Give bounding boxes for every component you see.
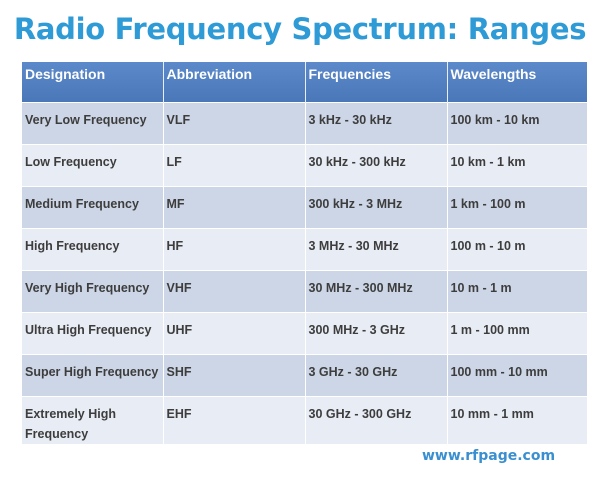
cell-abbreviation: LF (163, 143, 306, 186)
cell-designation: Very Low Frequency (22, 101, 164, 144)
cell-wavelengths: 10 m - 1 m (447, 269, 587, 312)
cell-designation: Super High Frequency (22, 353, 164, 396)
page-title: Radio Frequency Spectrum: Ranges (13, 12, 587, 46)
header-designation: Designation (22, 62, 164, 102)
table-row: Ultra High Frequency UHF 300 MHz - 3 GHz… (22, 311, 587, 354)
cell-abbreviation: SHF (163, 353, 306, 396)
table-row: Very High Frequency VHF 30 MHz - 300 MHz… (22, 269, 587, 312)
cell-abbreviation: HF (163, 227, 306, 270)
cell-wavelengths: 100 km - 10 km (447, 101, 587, 144)
cell-wavelengths: 1 km - 100 m (447, 185, 587, 228)
cell-frequencies: 3 kHz - 30 kHz (305, 101, 448, 144)
table-header-row: Designation Abbreviation Frequencies Wav… (22, 62, 587, 102)
table-row: Extremely High Frequency EHF 30 GHz - 30… (22, 395, 587, 444)
cell-frequencies: 30 kHz - 300 kHz (305, 143, 448, 186)
cell-wavelengths: 100 mm - 10 mm (447, 353, 587, 396)
cell-wavelengths: 1 m - 100 mm (447, 311, 587, 354)
cell-designation: High Frequency (22, 227, 164, 270)
header-wavelengths: Wavelengths (447, 62, 587, 102)
footer-url[interactable]: www.rfpage.com (422, 448, 556, 464)
cell-designation: Ultra High Frequency (22, 311, 164, 354)
cell-frequencies: 30 GHz - 300 GHz (305, 395, 448, 444)
cell-abbreviation: VLF (163, 101, 306, 144)
cell-wavelengths: 10 mm - 1 mm (447, 395, 587, 444)
cell-abbreviation: VHF (163, 269, 306, 312)
cell-designation: Very High Frequency (22, 269, 164, 312)
cell-designation: Low Frequency (22, 143, 164, 186)
cell-abbreviation: UHF (163, 311, 306, 354)
cell-designation: Extremely High Frequency (22, 395, 164, 444)
table-row: Medium Frequency MF 300 kHz - 3 MHz 1 km… (22, 185, 587, 228)
header-abbreviation: Abbreviation (163, 62, 306, 102)
table-row: High Frequency HF 3 MHz - 30 MHz 100 m -… (22, 227, 587, 270)
cell-abbreviation: MF (163, 185, 306, 228)
cell-frequencies: 300 MHz - 3 GHz (305, 311, 448, 354)
frequency-table: Designation Abbreviation Frequencies Wav… (22, 62, 587, 444)
table-row: Very Low Frequency VLF 3 kHz - 30 kHz 10… (22, 101, 587, 144)
header-frequencies: Frequencies (305, 62, 448, 102)
cell-wavelengths: 100 m - 10 m (447, 227, 587, 270)
cell-designation: Medium Frequency (22, 185, 164, 228)
cell-frequencies: 3 GHz - 30 GHz (305, 353, 448, 396)
cell-abbreviation: EHF (163, 395, 306, 444)
table-row: Low Frequency LF 30 kHz - 300 kHz 10 km … (22, 143, 587, 186)
cell-wavelengths: 10 km - 1 km (447, 143, 587, 186)
table-row: Super High Frequency SHF 3 GHz - 30 GHz … (22, 353, 587, 396)
cell-frequencies: 30 MHz - 300 MHz (305, 269, 448, 312)
cell-frequencies: 300 kHz - 3 MHz (305, 185, 448, 228)
cell-frequencies: 3 MHz - 30 MHz (305, 227, 448, 270)
